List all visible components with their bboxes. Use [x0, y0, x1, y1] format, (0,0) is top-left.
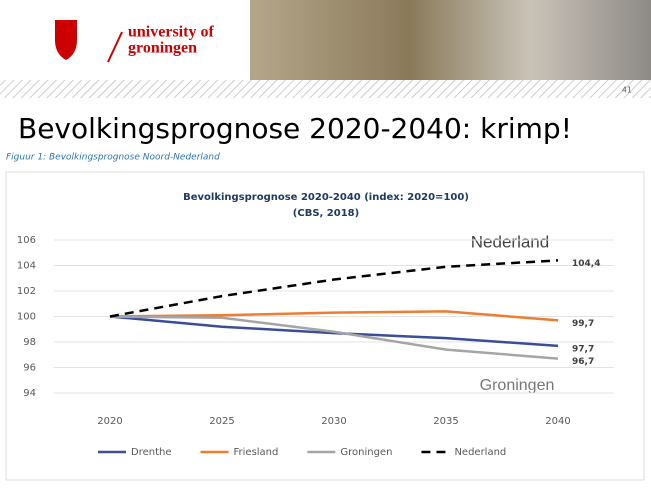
legend-label: Drenthe [131, 447, 172, 458]
logo-shield [55, 20, 77, 60]
x-tick-label: 2030 [321, 416, 346, 427]
chart-frame [5, 171, 645, 481]
logo-slash [107, 31, 123, 63]
y-tick-label: 94 [23, 388, 36, 399]
legend-label: Friesland [234, 447, 279, 458]
legend-label: Groningen [340, 447, 392, 458]
legend-label: Nederland [454, 447, 506, 458]
y-tick-label: 106 [17, 235, 36, 246]
x-tick-label: 2020 [97, 416, 122, 427]
series-line [109, 259, 559, 318]
value-label: 96,7 [572, 357, 594, 367]
figure-caption: Figuur 1: Bevolkingsprognose Noord-Neder… [6, 153, 220, 163]
page-number: 41 [622, 86, 632, 95]
y-tick-label: 104 [17, 261, 36, 272]
value-label: 97,7 [572, 344, 594, 354]
y-tick-label: 100 [17, 312, 36, 323]
value-label: 99,7 [572, 319, 594, 329]
logo-text: university of [128, 24, 214, 41]
x-tick-label: 2025 [209, 416, 234, 427]
chart-subtitle: (CBS, 2018) [293, 208, 359, 219]
annotation: Groningen [480, 377, 555, 394]
series-line [109, 310, 559, 322]
series-line [109, 315, 559, 348]
y-tick-label: 102 [17, 286, 36, 297]
y-tick-label: 96 [23, 363, 36, 374]
logo-text: groningen [128, 40, 197, 57]
y-tick-label: 98 [23, 337, 36, 348]
banner-photo [250, 0, 651, 80]
slide-title: Bevolkingsprognose 2020-2040: krimp! [18, 112, 572, 145]
hatch-band [0, 80, 651, 98]
annotation: Nederland [471, 232, 549, 251]
x-tick-label: 2040 [545, 416, 570, 427]
x-tick-label: 2035 [433, 416, 458, 427]
chart-title: Bevolkingsprognose 2020-2040 (index: 202… [183, 192, 469, 203]
value-label: 104,4 [572, 259, 600, 269]
series-line [109, 315, 559, 360]
